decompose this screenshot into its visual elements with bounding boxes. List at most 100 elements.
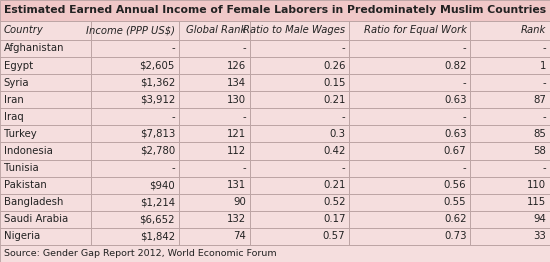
Text: Syria: Syria [4, 78, 30, 88]
Text: 58: 58 [534, 146, 546, 156]
Text: Income (PPP US$): Income (PPP US$) [86, 25, 175, 35]
Bar [349, 57, 470, 74]
Text: 131: 131 [227, 180, 246, 190]
Bar [349, 177, 470, 194]
Text: $940: $940 [149, 180, 175, 190]
Bar [179, 57, 250, 74]
Text: 130: 130 [227, 95, 246, 105]
Bar [250, 21, 349, 40]
Text: 0.63: 0.63 [444, 95, 466, 105]
Bar [349, 108, 470, 125]
Bar [349, 74, 470, 91]
Bar [470, 194, 550, 211]
Text: Iran: Iran [4, 95, 24, 105]
Text: 0.26: 0.26 [323, 61, 345, 70]
Bar [250, 143, 349, 160]
Bar [349, 194, 470, 211]
Bar [349, 143, 470, 160]
Bar [470, 91, 550, 108]
Bar [179, 211, 250, 228]
Bar [349, 160, 470, 177]
Bar [470, 74, 550, 91]
Text: 0.42: 0.42 [323, 146, 345, 156]
Bar [179, 91, 250, 108]
Text: $7,813: $7,813 [140, 129, 175, 139]
Text: -: - [243, 163, 246, 173]
Text: 0.82: 0.82 [444, 61, 466, 70]
Bar [349, 21, 470, 40]
Text: Egypt: Egypt [4, 61, 33, 70]
Text: 33: 33 [534, 231, 546, 241]
Text: 0.56: 0.56 [444, 180, 466, 190]
Bar [0, 108, 91, 125]
Bar [470, 57, 550, 74]
Bar [0, 211, 91, 228]
Text: Global Rank: Global Rank [186, 25, 246, 35]
Bar [179, 228, 250, 245]
Text: Ratio for Equal Work: Ratio for Equal Work [364, 25, 466, 35]
Text: $6,652: $6,652 [139, 214, 175, 224]
Text: 132: 132 [227, 214, 246, 224]
Bar [179, 74, 250, 91]
Bar [91, 143, 179, 160]
Text: $2,780: $2,780 [140, 146, 175, 156]
Bar [0, 91, 91, 108]
Text: 1: 1 [540, 61, 546, 70]
Text: 74: 74 [234, 231, 246, 241]
Text: Bangladesh: Bangladesh [4, 197, 63, 207]
Bar [0, 143, 91, 160]
Bar [470, 211, 550, 228]
Bar [91, 74, 179, 91]
Bar [250, 211, 349, 228]
Text: Turkey: Turkey [4, 129, 37, 139]
Bar [91, 21, 179, 40]
Bar [349, 211, 470, 228]
Bar [250, 160, 349, 177]
Bar [0, 57, 91, 74]
Bar [470, 40, 550, 57]
Text: Country: Country [4, 25, 43, 35]
Bar [91, 177, 179, 194]
Bar [0, 74, 91, 91]
Bar [349, 91, 470, 108]
Text: Rank: Rank [521, 25, 546, 35]
Text: -: - [342, 112, 345, 122]
Text: 0.67: 0.67 [444, 146, 466, 156]
Bar [91, 57, 179, 74]
Text: 0.62: 0.62 [444, 214, 466, 224]
Text: Indonesia: Indonesia [4, 146, 53, 156]
Bar [0, 245, 550, 262]
Bar [349, 228, 470, 245]
Bar [470, 228, 550, 245]
Text: -: - [542, 112, 546, 122]
Bar [91, 40, 179, 57]
Bar [0, 228, 91, 245]
Bar [349, 40, 470, 57]
Bar [0, 177, 91, 194]
Bar [470, 160, 550, 177]
Bar [250, 228, 349, 245]
Text: Nigeria: Nigeria [4, 231, 40, 241]
Text: -: - [243, 112, 246, 122]
Bar [91, 194, 179, 211]
Text: 0.55: 0.55 [444, 197, 466, 207]
Bar [470, 21, 550, 40]
Text: Iraq: Iraq [4, 112, 24, 122]
Bar [179, 125, 250, 143]
Text: 0.21: 0.21 [323, 180, 345, 190]
Bar [250, 91, 349, 108]
Text: Source: Gender Gap Report 2012, World Economic Forum: Source: Gender Gap Report 2012, World Ec… [4, 249, 277, 258]
Bar [0, 194, 91, 211]
Bar [179, 143, 250, 160]
Text: Saudi Arabia: Saudi Arabia [4, 214, 68, 224]
Text: 85: 85 [534, 129, 546, 139]
Text: 94: 94 [534, 214, 546, 224]
Bar [91, 160, 179, 177]
Bar [0, 21, 91, 40]
Text: 115: 115 [527, 197, 546, 207]
Text: 126: 126 [227, 61, 246, 70]
Text: -: - [171, 112, 175, 122]
Bar [470, 125, 550, 143]
Bar [250, 194, 349, 211]
Bar [0, 0, 550, 21]
